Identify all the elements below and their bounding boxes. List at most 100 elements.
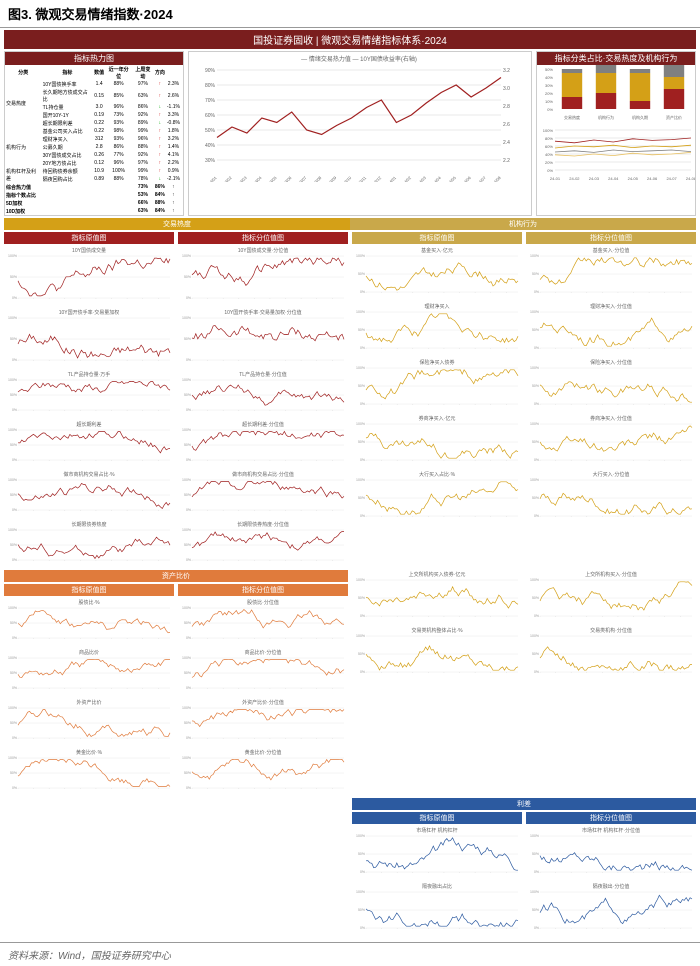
- svg-text:0%: 0%: [360, 290, 365, 294]
- svg-text:100%: 100%: [530, 422, 539, 426]
- svg-text:100%: 100%: [356, 366, 365, 370]
- svg-text:0%: 0%: [186, 736, 191, 740]
- svg-text:23/12: 23/12: [372, 175, 383, 182]
- svg-text:0%: 0%: [12, 786, 17, 790]
- svg-text:50%: 50%: [545, 67, 553, 72]
- svg-text:100%: 100%: [356, 834, 365, 838]
- svg-text:100%: 100%: [182, 378, 191, 382]
- svg-text:50%: 50%: [10, 275, 17, 279]
- svg-text:50%: 50%: [532, 328, 539, 332]
- svg-text:50%: 50%: [358, 328, 365, 332]
- col-trade-pct: 指标分位值图10Y国债成交量·分位值0%50%100%10Y国开债手率·交易量加…: [178, 232, 348, 568]
- col-behavior-pct: 指标分位值图基金买入·分位值0%50%100%理财净买入·分位值0%50%100…: [526, 232, 696, 568]
- mini-chart: 市场杠杆 机构杠杆·分位值0%50%100%: [526, 826, 696, 880]
- svg-text:0%: 0%: [186, 508, 191, 512]
- mini-chart: 长期限债券热度·分位值0%50%100%: [178, 520, 348, 568]
- svg-text:100%: 100%: [8, 428, 17, 432]
- svg-text:3.0: 3.0: [503, 86, 510, 92]
- svg-text:40%: 40%: [205, 143, 216, 149]
- svg-text:0%: 0%: [12, 358, 17, 362]
- svg-text:100%: 100%: [8, 528, 17, 532]
- svg-text:50%: 50%: [358, 652, 365, 656]
- svg-text:23/10: 23/10: [342, 175, 353, 182]
- svg-text:100%: 100%: [530, 366, 539, 370]
- svg-text:0%: 0%: [12, 408, 17, 412]
- svg-text:100%: 100%: [182, 478, 191, 482]
- svg-text:80%: 80%: [205, 83, 216, 89]
- svg-text:100%: 100%: [182, 606, 191, 610]
- svg-text:100%: 100%: [530, 634, 539, 638]
- svg-text:0%: 0%: [360, 614, 365, 618]
- svg-text:机构行为: 机构行为: [598, 114, 614, 120]
- spread-cols: 指标原值图市场杠杆 机构杠杆0%50%100%隔夜融出占比0%50%100%指标…: [352, 812, 696, 936]
- svg-text:100%: 100%: [530, 578, 539, 582]
- svg-text:50%: 50%: [184, 721, 191, 725]
- mini-chart: 长期限债券热度0%50%100%: [4, 520, 174, 568]
- svg-text:60%: 60%: [545, 144, 553, 149]
- main-banner: 国投证券固收 | 微观交易情绪指标体系·2024: [4, 30, 696, 49]
- mini-chart: 券商净买入·分位值0%50%100%: [526, 414, 696, 468]
- svg-text:100%: 100%: [8, 606, 17, 610]
- grid-mid: 资产比价 指标原值图股债比·%0%50%100%商品比价0%50%100%外资产…: [0, 570, 700, 796]
- svg-text:0%: 0%: [12, 686, 17, 690]
- svg-text:0%: 0%: [12, 636, 17, 640]
- figure-title: 图3. 微观交易情绪指数·2024: [0, 0, 700, 28]
- mini-chart: 外资产比价0%50%100%: [4, 698, 174, 746]
- svg-text:24-04: 24-04: [608, 176, 619, 181]
- svg-text:100%: 100%: [8, 756, 17, 760]
- svg-text:24-02: 24-02: [569, 176, 580, 181]
- svg-text:40%: 40%: [545, 75, 553, 80]
- svg-text:23/05: 23/05: [267, 175, 278, 182]
- svg-text:50%: 50%: [184, 443, 191, 447]
- mini-chart: 做市商机构交易占比·分位值0%50%100%: [178, 470, 348, 518]
- svg-text:0%: 0%: [547, 168, 553, 173]
- svg-text:100%: 100%: [182, 756, 191, 760]
- svg-text:23/02: 23/02: [222, 175, 233, 182]
- svg-text:23/03: 23/03: [237, 175, 248, 182]
- svg-text:100%: 100%: [530, 478, 539, 482]
- svg-text:23/09: 23/09: [327, 175, 338, 182]
- svg-text:100%: 100%: [8, 656, 17, 660]
- svg-text:0%: 0%: [12, 736, 17, 740]
- svg-text:0%: 0%: [534, 346, 539, 350]
- svg-text:24-07: 24-07: [666, 176, 677, 181]
- mini-chart: 大行买入占比·%0%50%100%: [352, 470, 522, 524]
- svg-text:50%: 50%: [358, 908, 365, 912]
- svg-text:100%: 100%: [530, 254, 539, 258]
- top-right-line-chart: 0%20%40%60%80%100%24-0124-0224-0324-0424…: [537, 126, 695, 182]
- svg-text:24/05: 24/05: [446, 175, 457, 182]
- svg-text:0%: 0%: [360, 926, 365, 930]
- mini-chart: 10Y国债成交量·分位值0%50%100%: [178, 246, 348, 306]
- mini-chart: 保险净买入·分位值0%50%100%: [526, 358, 696, 412]
- mini-chart: 股债比·%0%50%100%: [4, 598, 174, 646]
- mini-chart: 交易类机构整体占比·%0%50%100%: [352, 626, 522, 680]
- svg-text:0%: 0%: [12, 558, 17, 562]
- svg-text:0%: 0%: [534, 402, 539, 406]
- svg-text:100%: 100%: [8, 316, 17, 320]
- svg-text:0%: 0%: [186, 558, 191, 562]
- grid-bottom: 利差 指标原值图市场杠杆 机构杠杆0%50%100%隔夜融出占比0%50%100…: [0, 798, 700, 936]
- mini-chart: 黄金比价·分位值0%50%100%: [178, 748, 348, 796]
- table-header: 指标热力图: [5, 52, 183, 65]
- svg-text:23/11: 23/11: [357, 175, 368, 182]
- svg-text:100%: 100%: [182, 316, 191, 320]
- svg-text:0%: 0%: [186, 408, 191, 412]
- svg-text:50%: 50%: [358, 384, 365, 388]
- svg-text:70%: 70%: [205, 98, 216, 104]
- svg-text:0%: 0%: [186, 786, 191, 790]
- svg-text:30%: 30%: [205, 158, 216, 164]
- svg-text:资产比价: 资产比价: [666, 114, 682, 120]
- svg-text:100%: 100%: [8, 378, 17, 382]
- svg-text:80%: 80%: [545, 136, 553, 141]
- svg-text:50%: 50%: [184, 275, 191, 279]
- svg-text:24/03: 24/03: [416, 175, 427, 182]
- svg-text:50%: 50%: [10, 337, 17, 341]
- mini-chart: 10Y国债成交量0%50%100%: [4, 246, 174, 306]
- mini-chart: 外资产比价·分位值0%50%100%: [178, 698, 348, 746]
- svg-text:2.2: 2.2: [503, 158, 510, 164]
- svg-text:23/07: 23/07: [297, 175, 308, 182]
- col-behavior-raw: 指标原值图基金买入·亿元0%50%100%理财净买入0%50%100%保险净买入…: [352, 232, 522, 568]
- svg-text:100%: 100%: [543, 128, 554, 133]
- mini-chart: 股债比·分位值0%50%100%: [178, 598, 348, 646]
- svg-text:0%: 0%: [186, 358, 191, 362]
